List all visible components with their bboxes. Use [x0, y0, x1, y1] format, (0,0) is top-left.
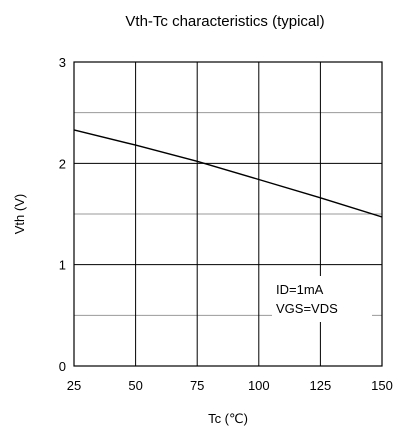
y-axis-label: Vth (V): [12, 194, 27, 234]
chart-title: Vth-Tc characteristics (typical): [125, 13, 324, 30]
y-tick-label: 0: [59, 359, 66, 374]
annotation-id: ID=1mA: [276, 282, 324, 297]
series-line: [73, 129, 383, 218]
annotation-vgs: VGS=VDS: [276, 301, 338, 316]
x-tick-label: 25: [67, 378, 81, 393]
y-tick-label: 2: [59, 156, 66, 171]
x-tick-label: 75: [190, 378, 204, 393]
data-series: [73, 129, 383, 218]
legend-note: ID=1mA VGS=VDS: [272, 276, 372, 322]
y-tick-label: 3: [59, 55, 66, 70]
plot-frame: [73, 61, 383, 367]
x-axis-label: Tc (℃): [208, 411, 248, 426]
y-tick-label: 1: [59, 258, 66, 273]
x-tick-label: 125: [310, 378, 332, 393]
tick-labels: 0 1 2 3 25 50 75 100 125 150: [59, 55, 393, 393]
x-tick-label: 100: [248, 378, 270, 393]
legend-note-background: [272, 276, 372, 322]
x-tick-label: 50: [128, 378, 142, 393]
x-tick-label: 150: [371, 378, 393, 393]
